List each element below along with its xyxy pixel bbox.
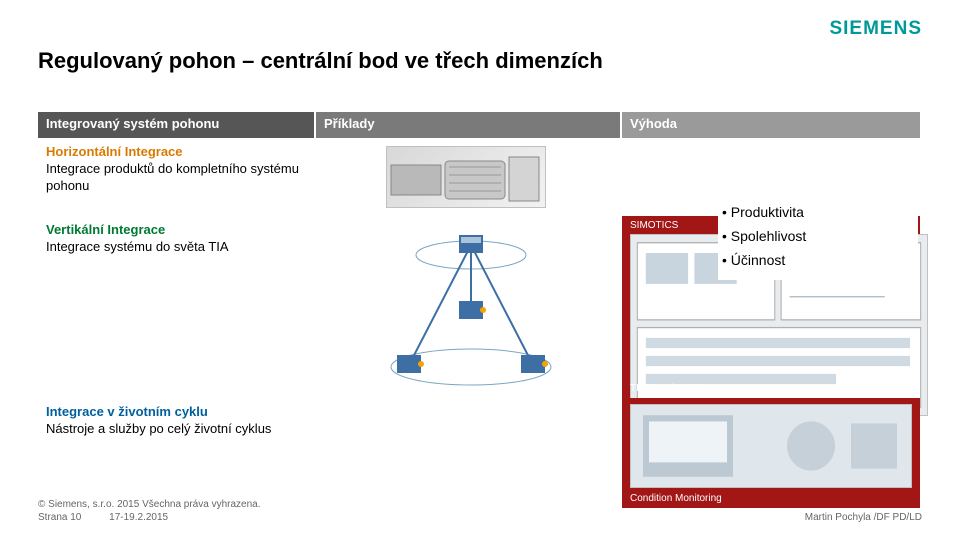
- label-tia-portal: TIA Portal – V12: [630, 383, 703, 394]
- footer-date: 17-19.2.2015: [109, 512, 168, 523]
- brand-logo: SIEMENS: [829, 18, 922, 40]
- motor-gearbox-image: [386, 146, 546, 208]
- benefit-item: Účinnost: [722, 252, 918, 268]
- label-simotics: SIMOTICS: [630, 220, 678, 231]
- row-lifecycle: Integrace v životním cyklu Nástroje a sl…: [38, 398, 922, 508]
- row3-example-cell: [316, 398, 620, 508]
- row1-title: Horizontální Integrace: [46, 144, 306, 161]
- header-col-examples: Příklady: [316, 112, 620, 138]
- row2-title: Vertikální Integrace: [46, 222, 306, 239]
- condition-monitoring-image: [630, 404, 912, 488]
- table-header-row: Integrovaný systém pohonu Příklady Výhod…: [38, 112, 922, 138]
- row1-subtitle: Integrace produktů do kompletního systém…: [46, 161, 306, 195]
- footer-page: Strana 10: [38, 512, 81, 523]
- benefit-item: Produktivita: [722, 204, 918, 220]
- label-condition-monitoring: Condition Monitoring: [630, 493, 722, 504]
- row2-example-cell: [316, 216, 620, 398]
- content-table: Integrovaný systém pohonu Příklady Výhod…: [38, 112, 922, 508]
- slide-title: Regulovaný pohon – centrální bod ve třec…: [38, 48, 603, 74]
- header-col-system: Integrovaný systém pohonu: [38, 112, 314, 138]
- footer-author: Martin Pochyla /DF PD/LD: [805, 512, 922, 523]
- benefits-list: Produktivita Spolehlivost Účinnost: [718, 200, 918, 280]
- row3-benefit-cell: Condition Monitoring: [622, 398, 920, 508]
- benefit-item: Spolehlivost: [722, 228, 918, 244]
- row2-subtitle: Integrace systému do světa TIA: [46, 239, 306, 256]
- footer-copyright: © Siemens, s.r.o. 2015 Všechna práva vyh…: [38, 499, 261, 510]
- row3-title: Integrace v životním cyklu: [46, 404, 306, 421]
- row3-subtitle: Nástroje a služby po celý životní cyklus: [46, 421, 306, 438]
- header-col-benefit: Výhoda: [622, 112, 920, 138]
- row1-example-cell: [316, 138, 620, 216]
- footer-left: © Siemens, s.r.o. 2015 Všechna práva vyh…: [38, 499, 261, 523]
- tia-triangle-diagram: [371, 222, 571, 392]
